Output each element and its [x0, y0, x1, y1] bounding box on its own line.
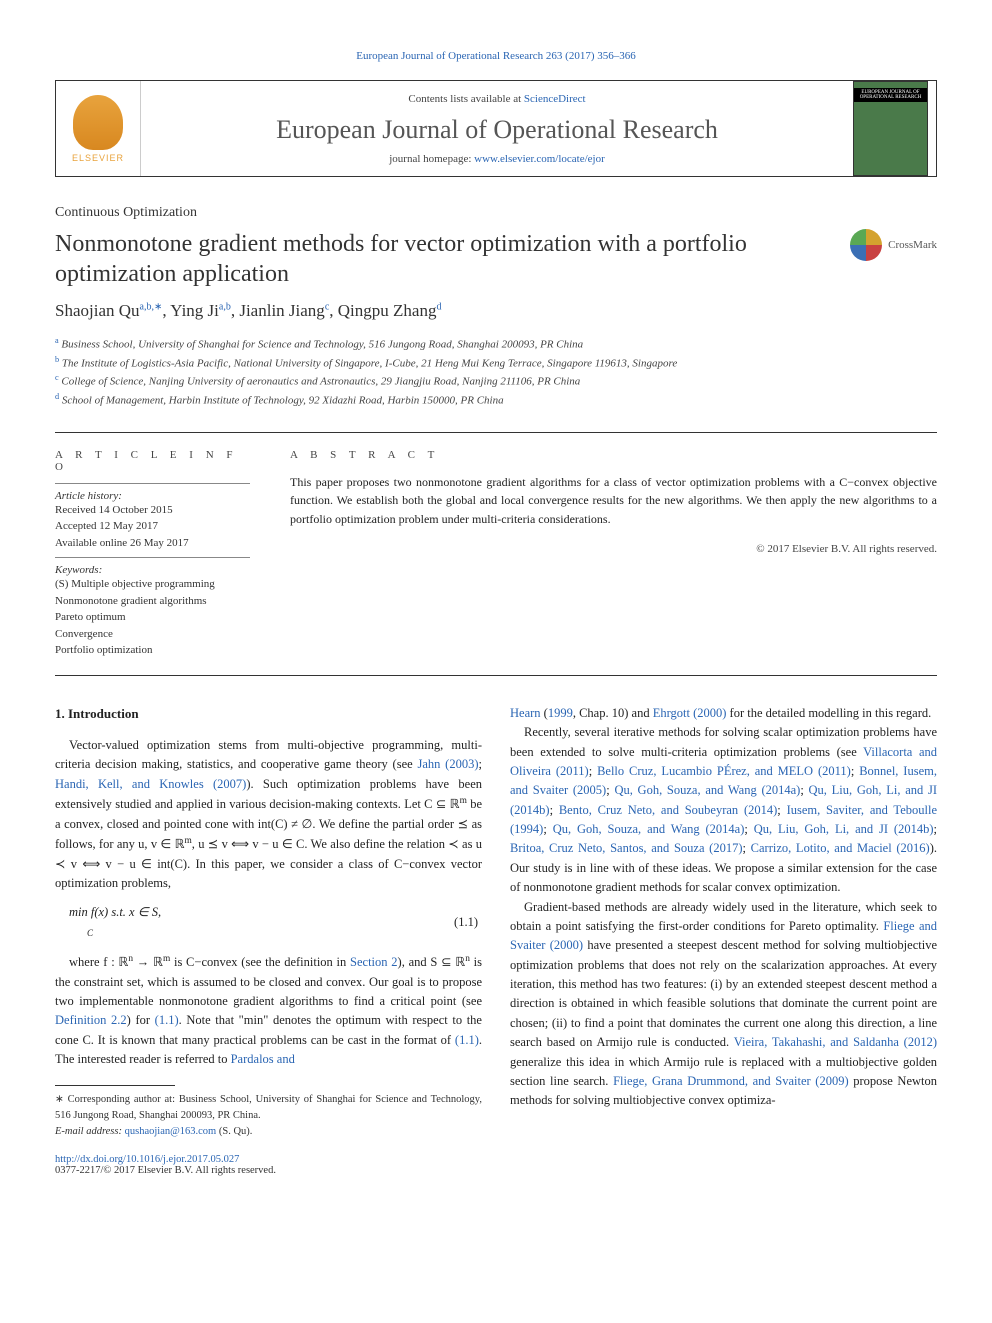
rights-line: 0377-2217/© 2017 Elsevier B.V. All right…	[55, 1165, 937, 1176]
cite-qu-2014a2[interactable]: Qu, Goh, Souza, and Wang (2014a)	[553, 822, 745, 836]
journal-cover-thumb: EUROPEAN JOURNAL OF OPERATIONAL RESEARCH	[853, 81, 928, 176]
cite-handi-2007[interactable]: Handi, Kell, and Knowles (2007)	[55, 777, 246, 791]
intro-p1: Vector-valued optimization stems from mu…	[55, 736, 482, 893]
doi-link[interactable]: http://dx.doi.org/10.1016/j.ejor.2017.05…	[55, 1154, 937, 1165]
equation-number: (1.1)	[454, 913, 482, 932]
author-email-link[interactable]: qushaojian@163.com	[125, 1126, 217, 1137]
section-1-heading: 1. Introduction	[55, 704, 482, 724]
journal-homepage: journal homepage: www.elsevier.com/locat…	[151, 153, 843, 165]
elsevier-label: ELSEVIER	[72, 153, 124, 163]
cite-qu-2014a[interactable]: Qu, Goh, Souza, and Wang (2014a)	[614, 783, 800, 797]
intro-p2: where f : ℝn → ℝm is C−convex (see the d…	[55, 952, 482, 1069]
footnote-separator	[55, 1085, 175, 1086]
intro-p1-cont: Hearn (1999, Chap. 10) and Ehrgott (2000…	[510, 704, 937, 723]
corresponding-author-note: ∗ Corresponding author at: Business Scho…	[55, 1092, 482, 1124]
link-eq-1-1a[interactable]: (1.1)	[155, 1013, 179, 1027]
abstract-heading: A B S T R A C T	[290, 449, 937, 461]
publisher-logo: ELSEVIER	[56, 81, 141, 176]
cite-jahn-2003[interactable]: Jahn (2003)	[417, 757, 478, 771]
cite-hearn-year[interactable]: 1999	[548, 706, 573, 720]
equation-1-1: min f(x) s.t. x ∈ S,C (1.1)	[55, 903, 482, 942]
cite-carrizo[interactable]: Carrizo, Lotito, and Maciel (2016)	[751, 841, 930, 855]
cite-ehrgott-2000[interactable]: Ehrgott (2000)	[653, 706, 727, 720]
crossmark-icon	[850, 229, 882, 261]
journal-title: European Journal of Operational Research	[151, 115, 843, 145]
masthead: ELSEVIER Contents lists available at Sci…	[55, 80, 937, 177]
journal-homepage-link[interactable]: www.elsevier.com/locate/ejor	[474, 153, 605, 165]
cite-pardalos[interactable]: Pardalos and	[231, 1052, 295, 1066]
cite-qu-2014b2[interactable]: Qu, Liu, Goh, Li, and JI (2014b)	[754, 822, 934, 836]
body-left-column: 1. Introduction Vector-valued optimizati…	[55, 704, 482, 1140]
link-eq-1-1b[interactable]: (1.1)	[455, 1033, 479, 1047]
abstract-copyright: © 2017 Elsevier B.V. All rights reserved…	[290, 543, 937, 555]
keywords-label: Keywords:	[55, 557, 250, 576]
intro-p3: Recently, several iterative methods for …	[510, 723, 937, 897]
breadcrumb: European Journal of Operational Research…	[55, 50, 937, 62]
history-label: Article history:	[55, 483, 250, 502]
article-info-heading: A R T I C L E I N F O	[55, 449, 250, 473]
cite-fliege-2009[interactable]: Fliege, Grana Drummond, and Svaiter (200…	[613, 1074, 849, 1088]
link-definition-2-2[interactable]: Definition 2.2	[55, 1013, 127, 1027]
intro-p4: Gradient-based methods are already widel…	[510, 898, 937, 1111]
article-section-label: Continuous Optimization	[55, 205, 937, 221]
cover-label: EUROPEAN JOURNAL OF OPERATIONAL RESEARCH	[854, 88, 927, 102]
body-right-column: Hearn (1999, Chap. 10) and Ehrgott (2000…	[510, 704, 937, 1140]
cite-bento[interactable]: Bento, Cruz Neto, and Soubeyran (2014)	[559, 803, 777, 817]
link-section-2[interactable]: Section 2	[350, 955, 398, 969]
contents-line: Contents lists available at ScienceDirec…	[151, 93, 843, 105]
sciencedirect-link[interactable]: ScienceDirect	[524, 93, 586, 105]
crossmark-badge[interactable]: CrossMark	[850, 229, 937, 261]
article-title: Nonmonotone gradient methods for vector …	[55, 229, 830, 289]
cite-bellocruz[interactable]: Bello Cruz, Lucambio PÉrez, and MELO (20…	[597, 764, 851, 778]
elsevier-tree-icon	[73, 95, 123, 150]
crossmark-label: CrossMark	[888, 239, 937, 251]
authors-line: Shaojian Qua,b,∗, Ying Jia,b, Jianlin Ji…	[55, 301, 937, 321]
cite-britoa[interactable]: Britoa, Cruz Neto, Santos, and Souza (20…	[510, 841, 743, 855]
breadcrumb-link[interactable]: European Journal of Operational Research…	[356, 50, 636, 62]
abstract-text: This paper proposes two nonmonotone grad…	[290, 473, 937, 529]
email-line: E-mail address: qushaojian@163.com (S. Q…	[55, 1124, 482, 1140]
affiliations: a Business School, University of Shangha…	[55, 335, 937, 410]
cite-hearn[interactable]: Hearn	[510, 706, 541, 720]
cite-vieira-2012[interactable]: Vieira, Takahashi, and Saldanha (2012)	[734, 1035, 937, 1049]
keywords-text: (S) Multiple objective programmingNonmon…	[55, 576, 250, 659]
history-text: Received 14 October 2015Accepted 12 May …	[55, 502, 250, 552]
